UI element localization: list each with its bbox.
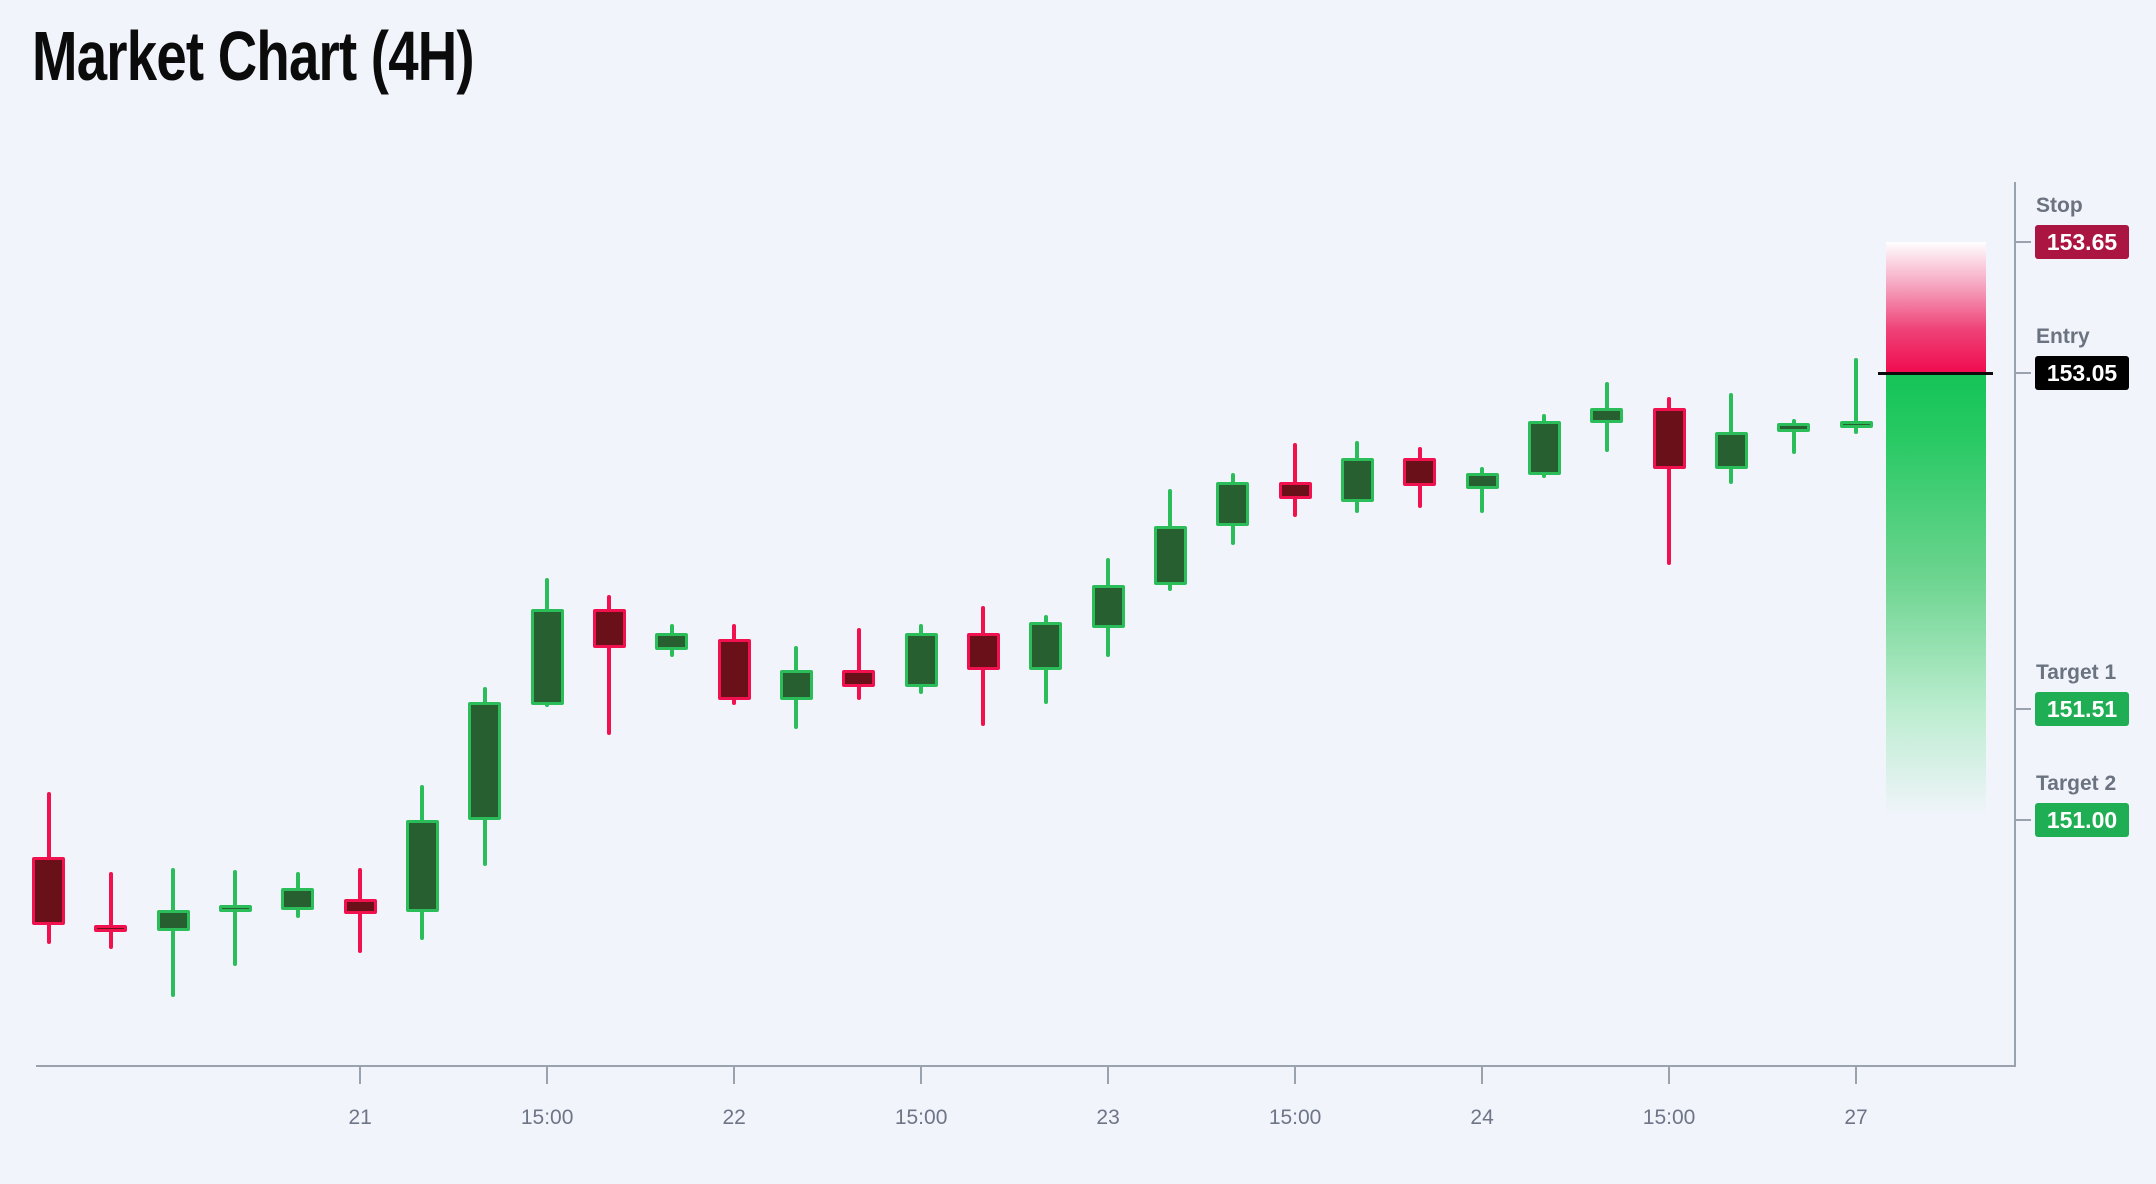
candle-wick — [1791, 418, 1796, 454]
candle-wick — [108, 872, 113, 949]
x-axis-label: 21 — [348, 1106, 372, 1129]
candle-body — [32, 857, 65, 925]
x-axis-label: 27 — [1844, 1106, 1868, 1129]
candle-body — [343, 898, 377, 914]
candle-body — [1091, 584, 1125, 629]
candle-wick — [171, 868, 176, 997]
target1-price-badge[interactable]: 151.51 — [2035, 691, 2129, 726]
x-axis-label: 15:00 — [894, 1106, 948, 1129]
x-axis-tick — [546, 1067, 549, 1084]
candle-body — [468, 702, 502, 821]
candle-body — [779, 669, 813, 701]
x-axis-tick — [1855, 1067, 1858, 1084]
candle-wick — [1667, 396, 1672, 565]
target1-axis-tick — [2014, 707, 2031, 710]
candle-body — [592, 608, 626, 648]
stop-label: Stop — [2036, 194, 2083, 218]
y-axis-line — [2014, 182, 2016, 1067]
candle-wick — [1293, 442, 1298, 517]
candle-body — [904, 632, 938, 688]
x-axis-label: 24 — [1470, 1106, 1494, 1129]
candle-body — [1278, 482, 1312, 500]
candle-body — [1527, 420, 1561, 476]
candle-body — [1714, 431, 1748, 469]
target2-axis-tick — [2014, 819, 2031, 822]
x-axis-tick — [1294, 1067, 1297, 1084]
candle-body — [717, 639, 751, 701]
entry-label: Entry — [2036, 325, 2090, 348]
candle-wick — [856, 628, 861, 701]
candle-body — [405, 820, 439, 912]
candle-wick — [607, 595, 612, 736]
candle-body — [1340, 458, 1374, 502]
candle-body — [966, 632, 1000, 670]
x-axis-tick — [1107, 1067, 1110, 1084]
candle-body — [1216, 482, 1250, 526]
candle-body — [1403, 458, 1437, 487]
stop-price-badge[interactable]: 153.65 — [2035, 225, 2129, 260]
candle-body — [1153, 525, 1187, 585]
x-axis-tick — [1668, 1067, 1671, 1084]
candle-body — [281, 887, 315, 910]
entry-axis-tick — [2014, 372, 2031, 374]
x-axis-label: 15:00 — [1268, 1106, 1322, 1129]
candle-body — [218, 905, 252, 913]
candle-body — [1590, 407, 1624, 424]
entry-price-line — [1878, 371, 1993, 375]
x-axis-label: 15:00 — [520, 1106, 574, 1129]
x-axis-tick — [1481, 1067, 1484, 1084]
candle-body — [842, 669, 876, 688]
target2-price-badge[interactable]: 151.00 — [2035, 803, 2129, 838]
risk-zone — [1886, 242, 1986, 373]
x-axis-label: 23 — [1096, 1106, 1120, 1129]
candle-body — [1777, 423, 1811, 432]
x-axis-tick — [359, 1067, 362, 1084]
x-axis-label: 22 — [722, 1106, 746, 1129]
candle-wick — [233, 870, 238, 967]
stop-axis-tick — [2014, 241, 2031, 244]
candle-body — [1839, 420, 1873, 428]
x-axis-line — [36, 1065, 2016, 1067]
candle-wick — [1854, 357, 1859, 435]
target2-label: Target 2 — [2036, 772, 2117, 796]
candle-body — [1652, 407, 1686, 469]
entry-price-badge[interactable]: 153.05 — [2035, 356, 2129, 390]
candle-body — [1029, 621, 1063, 670]
candle-body — [1465, 473, 1499, 489]
candle-wick — [1480, 466, 1485, 513]
x-axis-tick — [733, 1067, 736, 1084]
reward-zone — [1886, 373, 1986, 818]
candle-body — [94, 924, 128, 932]
x-axis-tick — [920, 1067, 923, 1084]
candle-body — [530, 608, 564, 705]
x-axis-label: 15:00 — [1642, 1106, 1696, 1129]
target1-label: Target 1 — [2036, 660, 2117, 684]
candle-body — [156, 909, 190, 932]
chart-title: Market Chart (4H) — [32, 17, 475, 95]
candle-body — [655, 632, 689, 650]
